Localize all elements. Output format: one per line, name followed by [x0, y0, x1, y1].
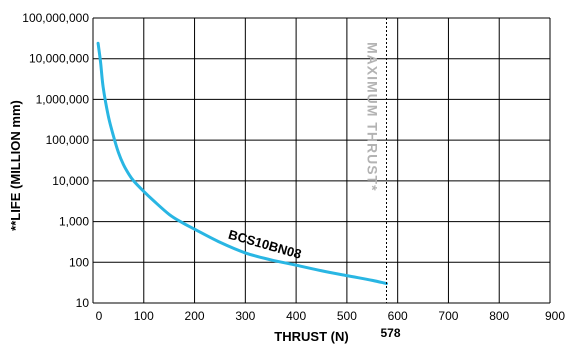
x-tick-label: 0	[96, 309, 103, 323]
y-tick-label: 1,000	[59, 215, 89, 229]
y-tick-labels: 10 100 1,000 10,000 100,000 1,000,000 10,000,0…	[22, 11, 89, 310]
x-tick-label: 800	[489, 309, 509, 323]
x-tick-label: 500	[337, 309, 357, 323]
y-tick-label: 100,000	[46, 133, 90, 147]
max-thrust-annotation: MAXIMUM THRUST*	[364, 42, 380, 192]
x-tick-labels: 0 100 200 300 400 500 600 700 800 900	[96, 309, 565, 323]
x-tick-label: 600	[388, 309, 408, 323]
y-tick-label: 100,000,000	[22, 11, 89, 25]
max-thrust-value-label: 578	[380, 326, 400, 340]
x-tick-label: 700	[438, 309, 458, 323]
grid	[92, 17, 551, 304]
x-tick-label: 400	[286, 309, 306, 323]
x-tick-label: 300	[235, 309, 255, 323]
y-axis-title: **LIFE (MILLION mm)	[8, 100, 23, 231]
y-tick-label: 10	[76, 296, 90, 310]
y-tick-label: 100	[69, 255, 89, 269]
x-axis-title: THRUST (N)	[274, 329, 348, 344]
x-tick-label: 900	[545, 309, 565, 323]
y-tick-label: 10,000,000	[29, 52, 89, 66]
y-tick-label: 1,000,000	[36, 92, 90, 106]
x-tick-label: 200	[185, 309, 205, 323]
series-line-bcs10bn08	[96, 41, 388, 286]
series-label-bcs10bn08: BCS10BN08	[227, 227, 303, 262]
x-tick-label: 100	[134, 309, 154, 323]
y-tick-label: 10,000	[52, 174, 89, 188]
